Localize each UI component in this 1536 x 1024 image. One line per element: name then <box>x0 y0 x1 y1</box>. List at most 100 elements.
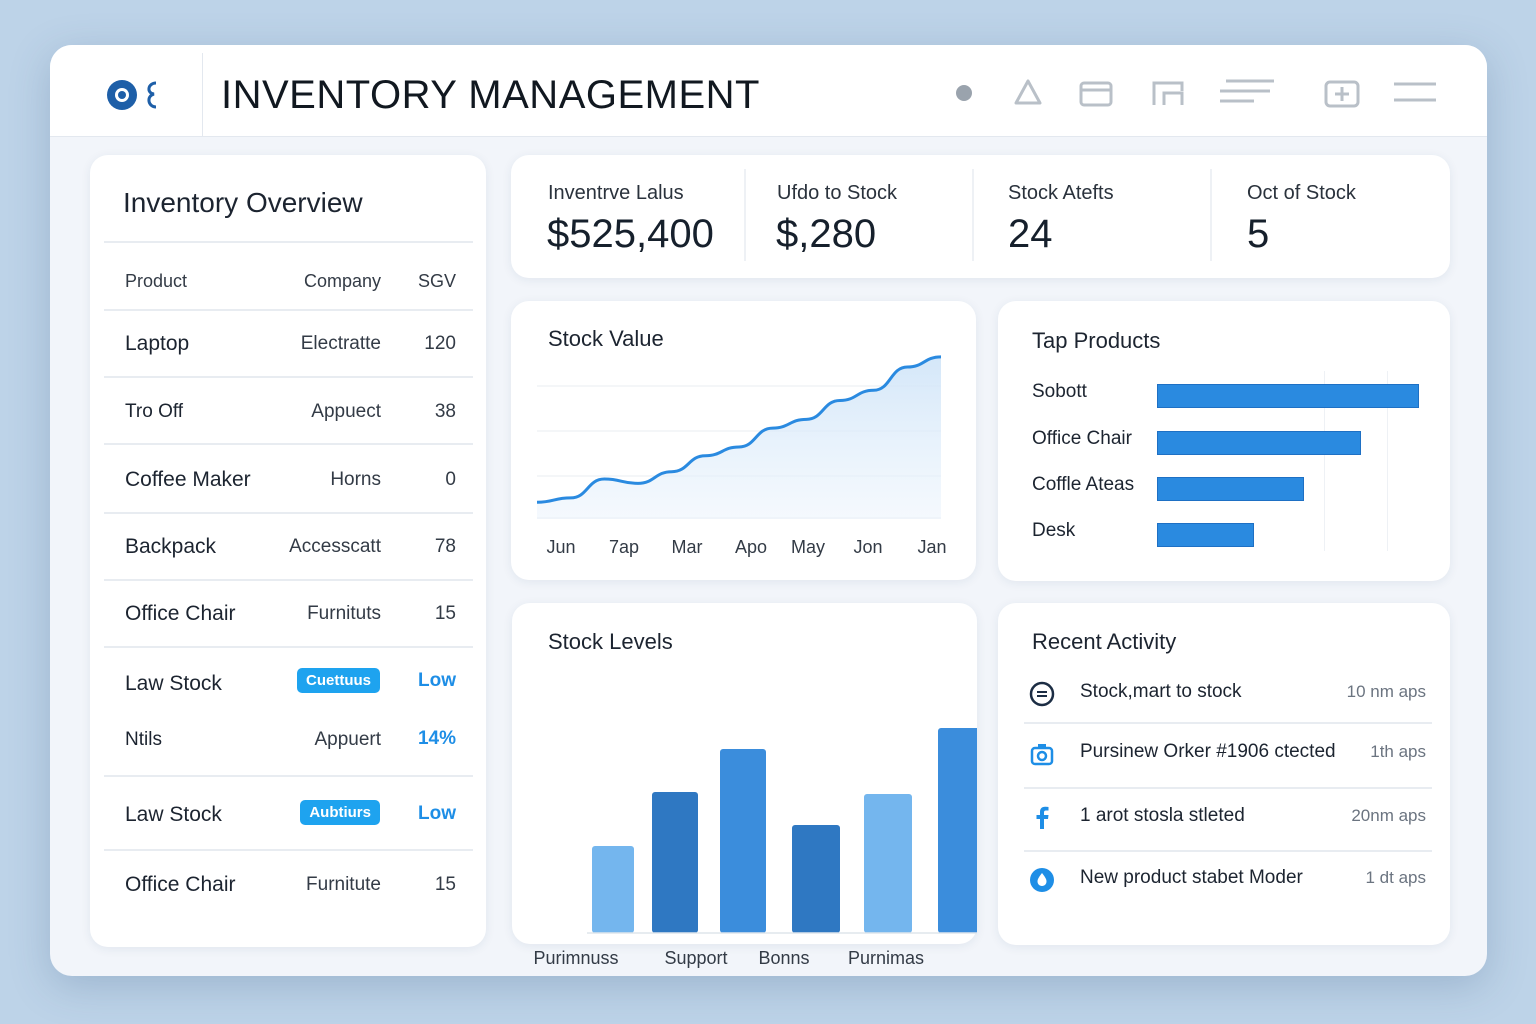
table-row-company: Furnitute <box>306 874 381 895</box>
table-row-product[interactable]: Laptop <box>125 332 190 355</box>
table-row-company: Accesscatt <box>289 536 381 557</box>
activity-item[interactable]: 1 arot stosla stleted 20nm aps <box>1024 785 1432 849</box>
overview-title: Inventory Overview <box>123 187 363 218</box>
folder-icon[interactable] <box>1148 75 1188 111</box>
table-row-sgv: 15 <box>434 874 456 895</box>
kpi-value-stock-alerts: 24 <box>1008 212 1053 256</box>
dot-icon[interactable] <box>946 75 986 111</box>
stock-value-area <box>537 356 941 519</box>
stock-levels-card: Stock Levels Purimnuss Support Bonns Purnim… <box>512 603 977 968</box>
top-product-bar[interactable] <box>1157 431 1361 455</box>
table-row-product[interactable]: Backpack <box>125 535 217 558</box>
app-title: INVENTORY MANAGEMENT <box>221 73 760 117</box>
table-row-company: Electratte <box>300 333 381 354</box>
divider <box>1024 787 1432 789</box>
lines-icon[interactable] <box>1218 75 1278 111</box>
stock-level-bar[interactable] <box>792 825 840 933</box>
stock-icon <box>1029 681 1055 707</box>
recent-activity-card: Recent Activity Stock,mart to stock 10 n… <box>998 603 1450 945</box>
divider <box>104 512 473 514</box>
category-badge[interactable]: Cuettuus <box>297 668 380 693</box>
activity-time: 1th aps <box>1370 742 1426 761</box>
table-row-product[interactable]: Ntils <box>125 729 162 750</box>
stock-level-bar[interactable] <box>592 846 634 933</box>
table-row-sgv: 78 <box>434 536 456 557</box>
top-product-bar[interactable] <box>1157 523 1254 547</box>
divider <box>104 775 473 777</box>
stock-level-bar[interactable] <box>938 728 977 933</box>
category-badge[interactable]: Aubtiurs <box>300 800 380 825</box>
activity-item[interactable]: Stock,mart to stock 10 nm aps <box>1024 661 1432 725</box>
inventory-overview-card: Inventory Overview Product Company SGV L… <box>90 155 486 947</box>
table-row-product[interactable]: Office Chair <box>125 602 236 625</box>
table-row-product[interactable]: Law Stock <box>125 803 222 826</box>
divider <box>744 169 746 261</box>
activity-time: 1 dt aps <box>1365 868 1427 887</box>
kpi-value-add-to-stock: $,280 <box>776 212 877 256</box>
kpi-label-out-of-stock: Oct of Stock <box>1247 182 1356 204</box>
stock-levels-title: Stock Levels <box>548 629 673 654</box>
menu-icon[interactable] <box>1390 75 1440 111</box>
table-row-sgv: 38 <box>434 401 456 422</box>
table-row-product[interactable]: Office Chair <box>125 873 236 896</box>
table-row-product[interactable]: Tro Off <box>125 401 184 422</box>
kpi-value-inventory-value: $525,400 <box>547 212 714 256</box>
camera-icon <box>1030 744 1054 766</box>
divider <box>1210 169 1212 261</box>
table-row-product[interactable]: Law Stock <box>125 672 222 695</box>
column-header-sgv[interactable]: SGV <box>417 271 456 291</box>
divider <box>972 169 974 261</box>
column-header-product[interactable]: Product <box>125 271 188 291</box>
x-tick-label: Jon <box>853 537 883 557</box>
stock-value-line[interactable] <box>536 355 942 504</box>
bell-icon[interactable] <box>1008 75 1048 111</box>
stock-level-bar[interactable] <box>864 794 912 933</box>
divider <box>104 309 473 311</box>
divider <box>104 579 473 581</box>
x-tick-label: May <box>790 537 825 557</box>
divider <box>104 376 473 378</box>
stock-levels-chart[interactable] <box>512 603 977 944</box>
inbox-icon[interactable] <box>1076 75 1116 111</box>
activity-item[interactable]: New product stabet Moder 1 dt aps <box>1024 847 1432 911</box>
logo-icon[interactable] <box>106 79 166 111</box>
stock-value-card: Stock Value Jun 7ap Mar Apo May Jon Jan <box>511 301 976 580</box>
kpi-value-out-of-stock: 5 <box>1247 212 1270 256</box>
activity-text: Pursinew Orker #1906 ctected <box>1080 741 1336 762</box>
activity-item[interactable]: Pursinew Orker #1906 ctected 1th aps <box>1024 721 1432 785</box>
table-row-sgv: 14% <box>417 728 456 749</box>
kpi-card: Inventrve Lalus $525,400 Ufdo to Stock $… <box>511 155 1450 278</box>
kpi-label-inventory-value: Inventrve Lalus <box>548 182 684 204</box>
divider <box>1024 850 1432 852</box>
top-product-label: Coffle Ateas <box>1032 474 1135 495</box>
top-product-bar[interactable] <box>1157 384 1419 408</box>
x-category-label: Support <box>664 948 728 968</box>
top-product-label: Office Chair <box>1032 428 1132 449</box>
stock-level-bar[interactable] <box>652 792 698 933</box>
add-icon[interactable] <box>1322 75 1362 111</box>
kpi-label-add-to-stock: Ufdo to Stock <box>777 182 898 204</box>
x-category-label: Purnimas <box>847 948 925 968</box>
column-header-company[interactable]: Company <box>303 271 381 291</box>
top-product-bar[interactable] <box>1157 477 1304 501</box>
stock-level-bar[interactable] <box>720 749 766 933</box>
gridline <box>1387 371 1388 551</box>
table-row-sgv: 120 <box>424 333 456 354</box>
stock-value-chart[interactable] <box>511 301 976 580</box>
gridline <box>1324 371 1325 551</box>
low-stock-status: Low <box>418 670 456 691</box>
table-row-sgv: 0 <box>445 469 456 490</box>
x-tick-label: Apo <box>734 537 768 557</box>
table-row-company: Appuert <box>314 729 381 750</box>
drop-icon <box>1030 868 1054 892</box>
x-category-label: Purimnuss <box>533 948 619 968</box>
activity-time: 20nm aps <box>1351 806 1426 825</box>
activity-text: New product stabet Moder <box>1080 867 1303 888</box>
divider <box>104 646 473 648</box>
x-tick-label: Jun <box>546 537 576 557</box>
divider <box>104 241 473 243</box>
x-tick-label: Mar <box>671 537 703 557</box>
table-row-product[interactable]: Coffee Maker <box>125 468 251 491</box>
table-row-company: Appuect <box>311 401 381 422</box>
stock-value-title: Stock Value <box>548 326 664 351</box>
